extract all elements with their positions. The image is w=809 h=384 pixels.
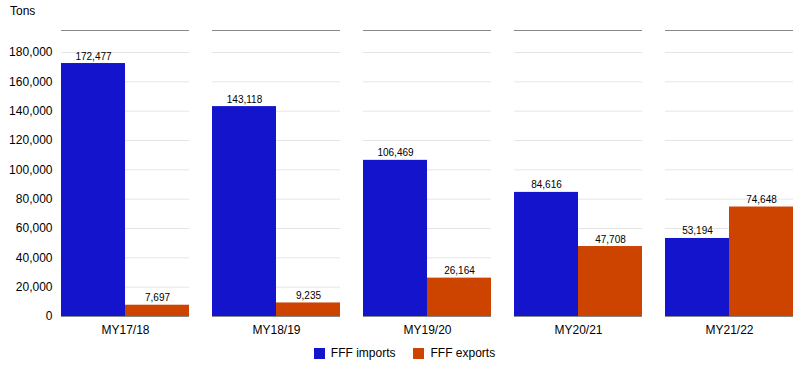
svg-text:26,164: 26,164 [444,265,475,276]
svg-text:106,469: 106,469 [377,147,414,158]
svg-text:53,194: 53,194 [682,225,713,236]
svg-text:MY17/18: MY17/18 [101,323,149,337]
svg-text:120,000: 120,000 [9,133,53,147]
html-text:Tons: Tons [10,4,36,18]
svg-text:60,000: 60,000 [16,221,53,235]
svg-text:84,616: 84,616 [531,179,562,190]
svg-text:140,000: 140,000 [9,104,53,118]
svg-text:20,000: 20,000 [16,280,53,294]
html-text:FFF exports: FFF exports [430,346,496,360]
svg-text:MY21/22: MY21/22 [705,323,753,337]
svg-text:MY18/19: MY18/19 [252,323,300,337]
svg-text:7,697: 7,697 [145,292,170,303]
svg-text:80,000: 80,000 [16,192,53,206]
html-text:FFF imports: FFF imports [330,346,396,360]
svg-text:160,000: 160,000 [9,75,53,89]
svg-text:0: 0 [46,309,53,323]
svg-text:MY20/21: MY20/21 [554,323,602,337]
svg-text:143,118: 143,118 [227,94,263,105]
svg-text:180,000: 180,000 [9,45,53,59]
svg-text:74,648: 74,648 [746,194,777,205]
svg-text:172,477: 172,477 [75,51,112,62]
svg-text:47,708: 47,708 [595,234,626,245]
svg-text:9,235: 9,235 [296,290,321,301]
svg-text:MY19/20: MY19/20 [403,323,451,337]
svg-text:100,000: 100,000 [9,163,53,177]
svg-text:40,000: 40,000 [16,251,53,265]
